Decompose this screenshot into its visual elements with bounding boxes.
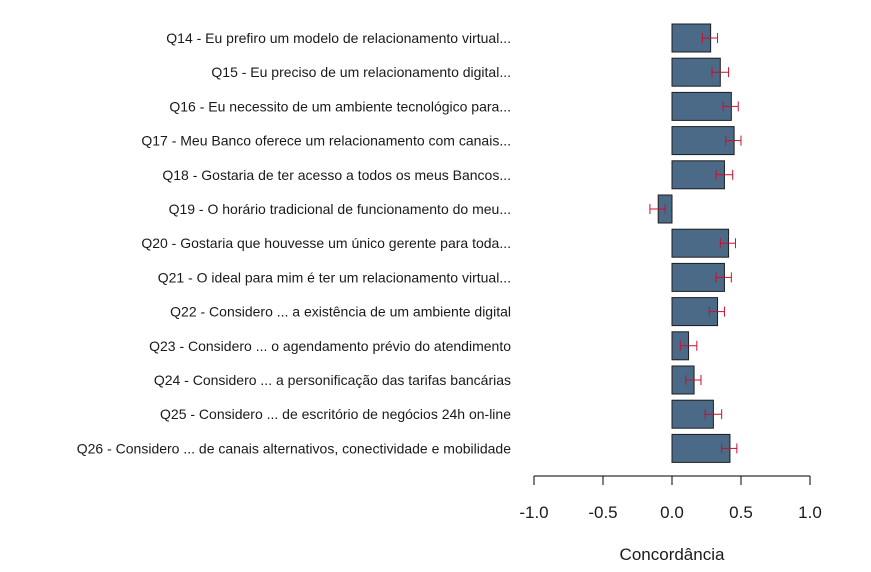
- x-axis: -1.0 -0.5 0.0 0.5 1.0: [519, 475, 822, 522]
- error-bar: [679, 340, 698, 351]
- x-tick-label: 0.0: [660, 503, 684, 522]
- error-bar: [711, 67, 730, 78]
- x-axis-title: Concordância: [620, 545, 725, 564]
- error-bar: [715, 169, 734, 180]
- error-bar: [719, 238, 736, 249]
- category-label: Q23 - Considero ... o agendamento prévio…: [149, 338, 511, 354]
- category-label: Q18 - Gostaria de ter acesso a todos os …: [162, 167, 511, 183]
- error-bar: [708, 306, 725, 317]
- x-tick-label: 0.5: [729, 503, 753, 522]
- x-tick-label: -0.5: [588, 503, 617, 522]
- x-tick-label: -1.0: [519, 503, 548, 522]
- category-label: Q24 - Considero ... a personificação das…: [154, 372, 511, 388]
- category-label: Q16 - Eu necessito de um ambiente tecnol…: [169, 98, 511, 114]
- category-label: Q19 - O horário tradicional de funcionam…: [169, 201, 511, 217]
- error-bar: [701, 33, 719, 43]
- error-bars-layer: [649, 33, 742, 454]
- error-bar: [725, 135, 742, 146]
- error-bar: [649, 204, 666, 214]
- error-bar: [704, 409, 723, 420]
- bar: [671, 228, 730, 258]
- error-bar: [715, 272, 732, 283]
- category-label: Q14 - Eu prefiro um modelo de relacionam…: [166, 30, 511, 46]
- category-label: Q17 - Meu Banco oferece um relacionament…: [141, 133, 511, 149]
- category-labels: Q14 - Eu prefiro um modelo de relacionam…: [77, 30, 511, 456]
- error-bar: [722, 101, 739, 112]
- bar: [671, 126, 735, 156]
- category-label: Q25 - Considero ... de escritório de neg…: [160, 406, 511, 422]
- category-label: Q21 - O ideal para mim é ter um relacion…: [158, 269, 511, 285]
- category-label: Q20 - Gostaria que houvesse um único ger…: [141, 235, 511, 251]
- error-bar: [685, 375, 702, 385]
- category-label: Q15 - Eu preciso de um relacionamento di…: [211, 64, 511, 80]
- bar: [671, 91, 732, 121]
- bar: [671, 433, 731, 463]
- error-bar: [721, 443, 738, 454]
- category-label: Q26 - Considero ... de canais alternativ…: [77, 440, 511, 456]
- x-tick-label: 1.0: [798, 503, 822, 522]
- category-label: Q22 - Considero ... a existência de um a…: [170, 304, 511, 320]
